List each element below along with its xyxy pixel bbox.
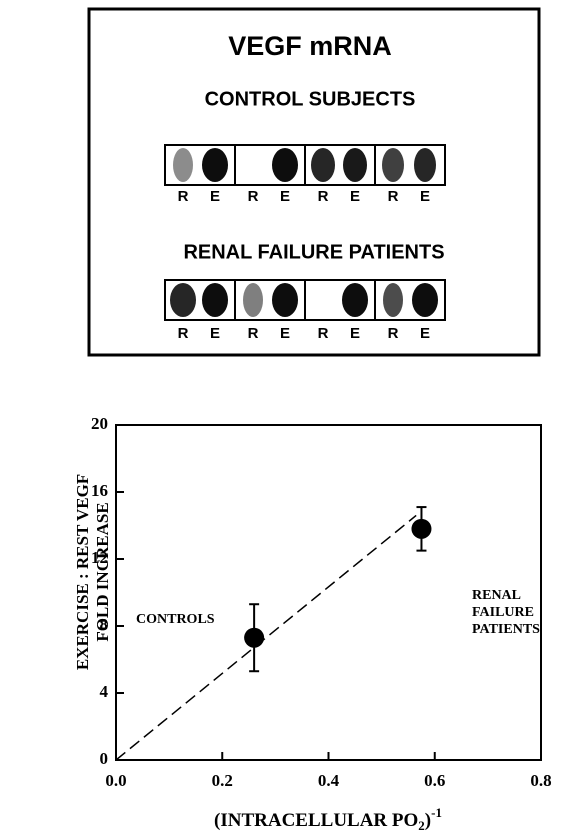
blot-band <box>202 148 228 182</box>
blot-band <box>170 283 196 317</box>
x-tick-label: 0.4 <box>318 771 340 790</box>
row-label: CONTROL SUBJECTS <box>205 88 416 110</box>
x-tick-label: 0.8 <box>530 771 551 790</box>
blot-band <box>311 148 335 182</box>
lane-label: E <box>420 325 430 342</box>
lane-label: R <box>248 325 259 342</box>
lane-label: E <box>420 188 430 205</box>
lane-label: R <box>318 325 329 342</box>
lane-label: R <box>178 188 189 205</box>
annotation: PATIENTS <box>472 622 540 637</box>
blot-band <box>382 148 404 182</box>
x-label-sub: 2 <box>418 818 425 833</box>
lane-label: E <box>350 325 360 342</box>
blot-band <box>202 283 228 317</box>
y-axis-label: EXERCISE : REST VEGF <box>73 474 92 670</box>
panel-title: VEGF mRNA <box>228 31 392 61</box>
blot-band <box>383 283 403 317</box>
blot-band <box>414 148 436 182</box>
y-tick-label: 4 <box>100 682 109 701</box>
lane-label: R <box>318 188 329 205</box>
annotation: FAILURE <box>472 605 534 620</box>
lane-label: R <box>388 325 399 342</box>
blot-band <box>412 283 438 317</box>
y-tick-label: 8 <box>100 615 109 634</box>
lane-label: E <box>350 188 360 205</box>
annotation: CONTROLS <box>136 612 215 627</box>
x-tick-label: 0.2 <box>212 771 233 790</box>
x-tick-label: 0.6 <box>424 771 445 790</box>
y-axis-label: FOLD INCREASE <box>93 502 112 641</box>
x-label-part: (INTRACELLULAR PO <box>214 810 418 831</box>
blot-band <box>173 148 193 182</box>
blot-band <box>343 148 367 182</box>
x-label-sup: -1 <box>431 805 442 820</box>
point <box>411 518 432 539</box>
panel-frame <box>87 7 541 357</box>
x-label-part: ) <box>425 810 431 831</box>
y-tick-label: 0 <box>100 749 109 768</box>
lane-label: R <box>178 325 189 342</box>
lane-label: E <box>210 325 220 342</box>
x-tick-label: 0.0 <box>105 771 126 790</box>
x-axis-label: (INTRACELLULAR PO2)-1 <box>214 805 442 833</box>
blot-band <box>272 148 298 182</box>
lane-label: E <box>280 325 290 342</box>
point <box>244 627 265 648</box>
y-tick-label: 20 <box>91 414 108 433</box>
blot-band <box>243 283 263 317</box>
lane-label: E <box>280 188 290 205</box>
lane-label: R <box>388 188 399 205</box>
y-tick-label: 16 <box>91 481 108 500</box>
blot-band <box>272 283 298 317</box>
blot-band <box>342 283 368 317</box>
lane-label: E <box>210 188 220 205</box>
fit-line <box>115 514 417 761</box>
y-tick-label: 12 <box>91 548 108 567</box>
row-label: RENAL FAILURE PATIENTS <box>183 241 444 263</box>
annotation: RENAL <box>472 588 521 603</box>
lane-label: R <box>248 188 259 205</box>
